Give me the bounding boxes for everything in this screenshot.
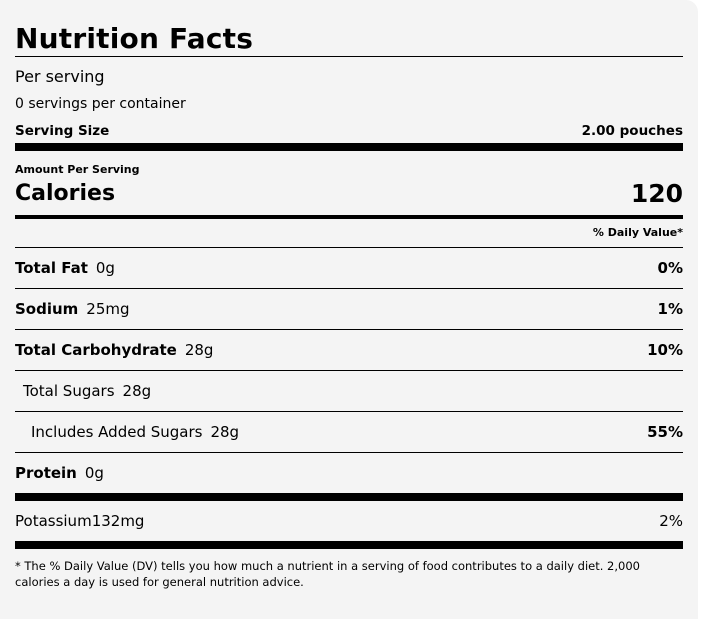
divider: [15, 452, 683, 453]
nutrient-row-protein: Protein 0g: [15, 453, 683, 493]
divider: [15, 247, 683, 248]
nutrient-amount: 28g: [122, 382, 152, 400]
nutrient-amount: 28g: [184, 341, 214, 359]
serving-size-row: Serving Size 2.00 pouches: [15, 119, 683, 143]
nutrient-name: Sodium: [15, 300, 79, 318]
nutrient-row-total-sugars: Total Sugars 28g: [15, 371, 683, 411]
nutrient-amount: 0g: [84, 464, 104, 482]
nutrient-dv: 2%: [659, 512, 683, 530]
servings-per-container: 0 servings per container: [15, 96, 186, 112]
serving-size-label: Serving Size: [15, 123, 110, 139]
nutrient-amount: 25mg: [86, 300, 130, 318]
nutrient-name: Includes Added Sugars: [31, 423, 203, 441]
nutrient-row-total-fat: Total Fat 0g 0%: [15, 248, 683, 288]
nutrient-name: Potassium: [15, 512, 92, 530]
nutrient-dv: 55%: [647, 423, 683, 441]
medium-divider: [15, 215, 683, 219]
daily-value-header: % Daily Value*: [15, 219, 683, 247]
nutrient-dv: 0%: [657, 259, 683, 277]
nutrient-row-added-sugars: Includes Added Sugars 28g 55%: [15, 412, 683, 452]
divider: [15, 411, 683, 412]
nutrient-name: Total Sugars: [23, 382, 115, 400]
nutrient-row-potassium: Potassium132mg 2%: [15, 501, 683, 541]
daily-value-footnote: * The % Daily Value (DV) tells you how m…: [15, 559, 640, 589]
nutrient-row-sodium: Sodium 25mg 1%: [15, 289, 683, 329]
thick-divider: [15, 493, 683, 501]
calories-value: 120: [630, 179, 683, 208]
nutrient-name: Total Carbohydrate: [15, 341, 177, 359]
thick-divider: [15, 143, 683, 151]
nutrient-amount: 28g: [210, 423, 240, 441]
daily-value-header-text: % Daily Value*: [592, 226, 683, 239]
nutrient-name: Protein: [15, 464, 77, 482]
divider: [15, 329, 683, 330]
per-serving-text: Per serving: [15, 67, 105, 86]
label-title: Nutrition Facts: [15, 22, 254, 55]
amount-per-serving: Amount Per Serving: [15, 163, 140, 176]
nutrient-amount: 0g: [95, 259, 115, 277]
serving-size-value: 2.00 pouches: [581, 123, 683, 139]
divider: [15, 370, 683, 371]
nutrient-name: Total Fat: [15, 259, 88, 277]
thick-divider: [15, 541, 683, 549]
nutrient-dv: 10%: [647, 341, 683, 359]
nutrient-row-total-carbohydrate: Total Carbohydrate 28g 10%: [15, 330, 683, 370]
nutrient-dv: 1%: [657, 300, 683, 318]
calories-label: Calories: [15, 181, 116, 206]
divider: [15, 56, 683, 57]
nutrient-amount: 132mg: [91, 512, 145, 530]
divider: [15, 288, 683, 289]
calories-row: Calories 120: [15, 179, 683, 209]
